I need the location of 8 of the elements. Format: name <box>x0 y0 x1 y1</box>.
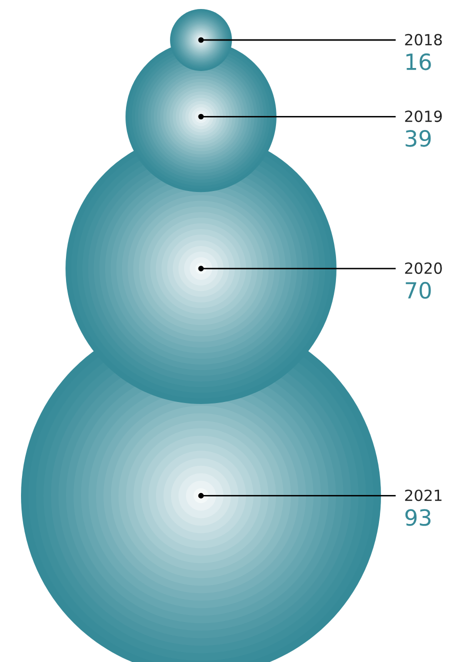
category-label: 2020 <box>405 262 442 274</box>
data-label: 39 <box>406 130 431 147</box>
category-label: 2019 <box>405 110 442 122</box>
category-label: 2021 <box>405 490 442 502</box>
data-label: 93 <box>405 509 430 526</box>
category-label: 2018 <box>405 34 442 46</box>
data-label: 70 <box>406 282 431 299</box>
data-label: 16 <box>406 53 431 70</box>
